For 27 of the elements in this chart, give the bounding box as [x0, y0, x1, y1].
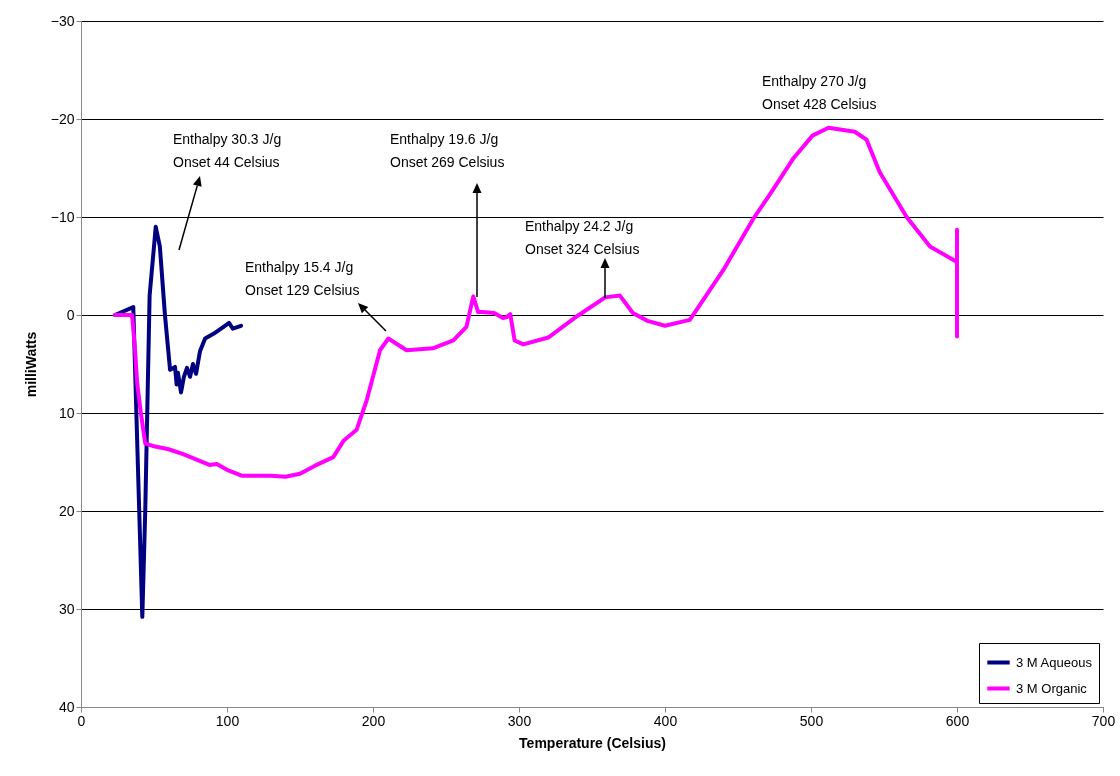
- x-axis-title: Temperature (Celsius): [519, 734, 666, 751]
- x-tick-label: 700: [1091, 712, 1116, 729]
- y-tick-label: 10: [58, 404, 75, 421]
- y-tick-label: −20: [50, 110, 75, 127]
- legend-label: 3 M Organic: [1016, 680, 1088, 696]
- annotation: Enthalpy 15.4 J/g Onset 129 Celsius: [245, 259, 360, 298]
- y-tick-label: 0: [66, 306, 75, 323]
- line-series: [113, 125, 959, 479]
- x-tick-label: 300: [507, 712, 532, 729]
- x-tick-label: 200: [361, 712, 386, 729]
- x-tick-label: 400: [653, 712, 678, 729]
- x-tick-label: 500: [799, 712, 824, 729]
- y-tick-label: 30: [58, 600, 75, 617]
- y-tick-label: 40: [58, 698, 75, 715]
- y-axis-title: milliWatts: [22, 331, 39, 398]
- x-tick-label: 600: [945, 712, 970, 729]
- y-tick-label: −30: [50, 12, 75, 29]
- y-tick-label: −10: [50, 208, 75, 225]
- line-series: [113, 224, 244, 619]
- y-tick-label: 20: [58, 502, 75, 519]
- x-tick-label: 100: [215, 712, 240, 729]
- annotation: Enthalpy 30.3 J/g Onset 44 Celsius: [173, 131, 282, 170]
- annotation: Enthalpy 19.6 J/g Onset 269 Celsius: [390, 131, 505, 170]
- legend-label: 3 M Aqueous: [1016, 654, 1093, 670]
- x-tick-label: 0: [77, 712, 86, 729]
- annotation: Enthalpy 270 J/g Onset 428 Celsius: [762, 73, 877, 112]
- annotation: Enthalpy 24.2 J/g Onset 324 Celsius: [525, 218, 640, 257]
